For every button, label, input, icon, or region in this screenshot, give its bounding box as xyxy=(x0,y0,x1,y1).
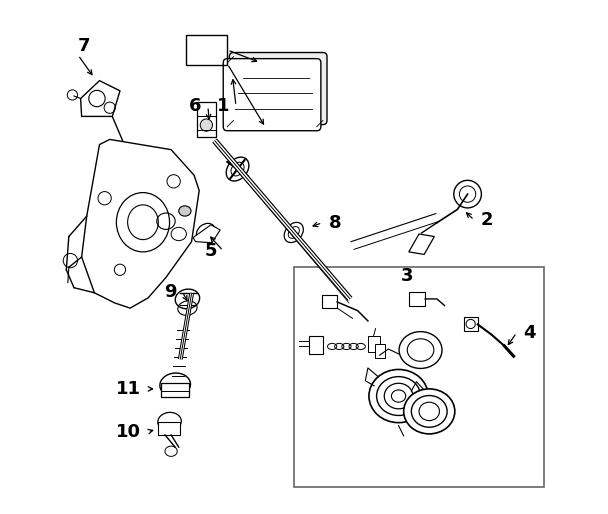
Bar xyxy=(161,383,190,397)
Text: 11: 11 xyxy=(116,380,142,398)
Text: 4: 4 xyxy=(523,324,535,342)
Polygon shape xyxy=(193,225,220,243)
Ellipse shape xyxy=(369,370,428,423)
Ellipse shape xyxy=(200,119,212,131)
Text: 1: 1 xyxy=(218,97,230,115)
Ellipse shape xyxy=(454,180,482,208)
FancyBboxPatch shape xyxy=(223,59,321,131)
Text: 2: 2 xyxy=(480,211,493,229)
Ellipse shape xyxy=(179,206,191,216)
Bar xyxy=(375,344,385,358)
Polygon shape xyxy=(368,336,379,352)
Text: 7: 7 xyxy=(78,37,91,55)
Text: 3: 3 xyxy=(401,267,413,285)
FancyBboxPatch shape xyxy=(229,52,327,124)
Polygon shape xyxy=(409,234,434,254)
Text: 9: 9 xyxy=(164,283,176,301)
Text: 8: 8 xyxy=(328,214,341,232)
Ellipse shape xyxy=(284,223,303,243)
Text: 10: 10 xyxy=(116,423,142,441)
Polygon shape xyxy=(309,336,323,354)
Ellipse shape xyxy=(399,332,442,369)
Bar xyxy=(294,267,544,487)
Bar xyxy=(196,102,216,137)
Text: 5: 5 xyxy=(205,242,217,260)
Bar xyxy=(158,421,180,435)
Ellipse shape xyxy=(89,90,105,107)
Bar xyxy=(187,34,227,65)
Ellipse shape xyxy=(404,389,455,434)
Ellipse shape xyxy=(196,224,215,242)
Bar xyxy=(463,317,478,331)
Polygon shape xyxy=(81,139,199,308)
Bar xyxy=(409,292,425,305)
Ellipse shape xyxy=(160,373,190,397)
Ellipse shape xyxy=(226,157,249,181)
Bar xyxy=(322,296,337,308)
Polygon shape xyxy=(81,81,120,116)
Ellipse shape xyxy=(175,289,199,309)
Ellipse shape xyxy=(116,193,170,252)
Text: 6: 6 xyxy=(189,97,202,115)
Ellipse shape xyxy=(158,412,181,431)
